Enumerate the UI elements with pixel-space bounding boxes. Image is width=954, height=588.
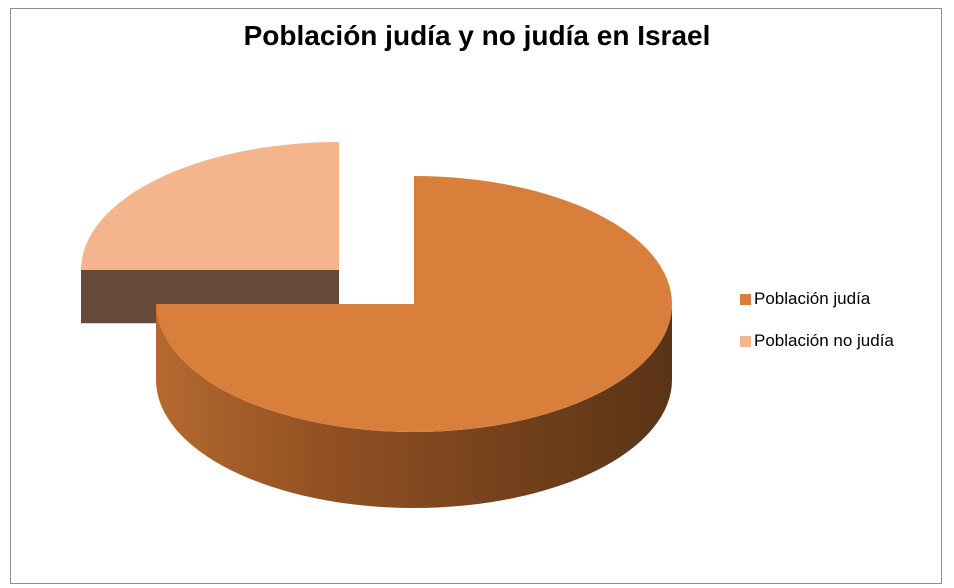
legend-item: Población no judía [740,328,894,354]
chart-title: Población judía y no judía en Israel [243,20,711,51]
legend-item: Población judía [740,286,894,312]
slice-top [156,176,672,432]
slice-side [156,304,672,508]
pie-slice-juda [156,176,672,508]
slice-top [81,142,339,270]
legend: Población judía Población no judía [740,286,894,370]
pie-slice-no-juda [81,142,339,324]
legend-swatch-no-juda [740,335,751,347]
legend-label-juda: Población judía [754,289,871,308]
legend-swatch-juda [740,293,751,305]
legend-label-no-juda: Población no judía [754,331,894,350]
